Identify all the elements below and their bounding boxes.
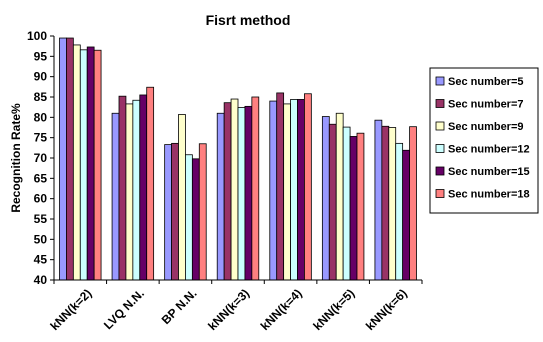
- bar: [216, 112, 225, 281]
- bar: [237, 107, 246, 281]
- bar: [118, 95, 127, 281]
- bar: [66, 37, 74, 281]
- y-axis-ticks: 40 45 50 55 60 65 70 75 80 85 90 95 100: [27, 29, 54, 287]
- bar: [111, 112, 120, 281]
- legend: Sec number=5 Sec number=7 Sec number=9 Sec …: [429, 67, 539, 214]
- x-tick-label: BP N.N.: [159, 286, 200, 327]
- y-tick-label: 55: [34, 212, 48, 226]
- bar: [388, 127, 397, 281]
- y-tick-label: 70: [34, 151, 48, 165]
- x-axis-tick-labels: kNN(k=2) LVQ N.N. BP N.N. kNN(k=3) kNN(k=4) k…: [47, 286, 409, 333]
- legend-swatch: [435, 189, 445, 198]
- bar: [244, 105, 253, 281]
- bar: [93, 49, 102, 281]
- bar: [381, 125, 390, 281]
- bar: [349, 136, 358, 281]
- chart-title: Fisrt method: [206, 12, 291, 28]
- bar: [146, 86, 155, 281]
- bar: [374, 119, 383, 281]
- legend-swatch: [435, 76, 445, 86]
- bar: [72, 44, 81, 281]
- x-tick-label: kNN(k=3): [205, 286, 252, 333]
- bar: [297, 99, 305, 281]
- legend-label: Sec number=5: [448, 76, 524, 88]
- bar: [335, 112, 344, 281]
- legend-label: Sec number=15: [448, 166, 530, 178]
- y-tick-label: 40: [34, 273, 48, 287]
- legend-label: Sec number=7: [448, 99, 524, 111]
- bar: [328, 123, 337, 281]
- x-tick-label: kNN(k=4): [258, 286, 305, 333]
- bar: [178, 114, 186, 281]
- bar: [185, 154, 193, 281]
- bar: [402, 149, 410, 281]
- bar: [409, 126, 417, 281]
- y-tick-label: 95: [34, 49, 48, 63]
- legend-label: Sec number=18: [448, 189, 530, 201]
- bar: [342, 126, 351, 281]
- bar: [251, 96, 260, 281]
- y-tick-label: 100: [27, 29, 47, 43]
- bar: [395, 142, 404, 281]
- bar: [171, 142, 179, 281]
- bar: [139, 94, 148, 281]
- y-axis-label: Recognition Rate%: [9, 103, 23, 213]
- axes: [53, 36, 423, 284]
- x-tick-label: LVQ N.N.: [101, 286, 147, 332]
- bar: [276, 92, 285, 281]
- bar: [230, 98, 239, 281]
- bar: [125, 103, 134, 281]
- y-tick-label: 80: [34, 110, 48, 124]
- bar: [223, 102, 232, 281]
- x-tick-label: kNN(k=5): [310, 286, 357, 333]
- bar: [283, 103, 291, 281]
- bar: [304, 93, 312, 281]
- x-tick-label: kNN(k=2): [47, 286, 94, 333]
- y-tick-label: 45: [34, 253, 48, 267]
- bar: [356, 132, 365, 281]
- bar: [164, 144, 172, 281]
- y-tick-label: 85: [34, 90, 48, 104]
- y-tick-label: 65: [34, 171, 48, 185]
- bar: [269, 100, 278, 281]
- bar: [191, 158, 200, 281]
- legend-label: Sec number=9: [448, 121, 524, 133]
- y-tick-label: 75: [34, 131, 48, 145]
- y-tick-label: 50: [34, 232, 48, 246]
- bar: [321, 116, 330, 281]
- legend-swatch: [435, 121, 445, 131]
- legend-swatch: [435, 99, 445, 108]
- bar: [290, 99, 298, 281]
- bar: [132, 99, 141, 281]
- bar: [86, 46, 95, 281]
- bar: [79, 49, 88, 281]
- x-tick-label: kNN(k=6): [363, 286, 410, 333]
- legend-swatch: [435, 166, 445, 176]
- bar: [59, 37, 67, 281]
- legend-label: Sec number=12: [448, 144, 530, 156]
- y-tick-label: 90: [34, 70, 48, 84]
- y-tick-label: 60: [34, 192, 48, 206]
- bars: [59, 37, 417, 281]
- legend-swatch: [435, 144, 445, 153]
- bar: [198, 143, 207, 281]
- legend-box: [429, 67, 539, 214]
